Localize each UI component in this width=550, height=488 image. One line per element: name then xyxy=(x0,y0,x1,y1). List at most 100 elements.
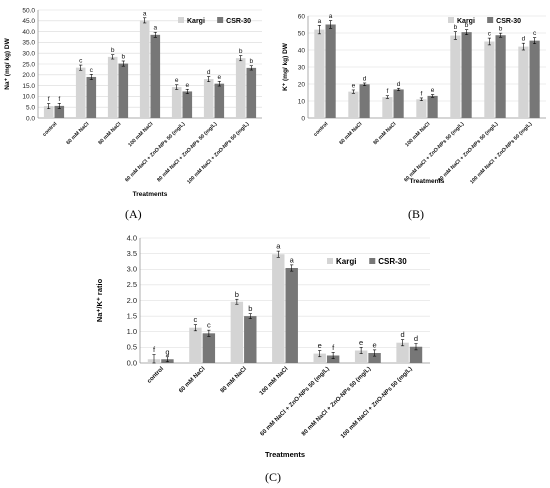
bar-kargi xyxy=(348,91,359,118)
legend-swatch xyxy=(487,17,494,23)
significance-letter: b xyxy=(121,53,125,60)
significance-letter: b xyxy=(454,24,458,31)
y-tick-label: 15.0 xyxy=(22,83,35,90)
significance-letter: d xyxy=(207,69,211,76)
bar-csr30 xyxy=(182,91,193,118)
y-tick-label: 60 xyxy=(298,13,306,20)
significance-letter: f xyxy=(48,96,50,103)
significance-letter: b xyxy=(248,304,252,313)
significance-letter: a xyxy=(290,255,295,264)
x-tick-label: 80 mM NaCl + ZnO-NPs 50 (mg/L) xyxy=(437,121,499,183)
bar-csr30 xyxy=(393,89,404,118)
y-tick-label: 1.5 xyxy=(127,311,137,320)
significance-letter: d xyxy=(397,81,401,88)
panel-label-c: (C) xyxy=(265,470,281,484)
bar-kargi xyxy=(416,99,427,118)
bar-kargi xyxy=(235,58,246,118)
y-tick-label: 30 xyxy=(298,64,306,71)
y-tick-label: 10 xyxy=(298,98,306,105)
y-tick-label: 30.0 xyxy=(22,51,35,58)
significance-letter: g xyxy=(165,347,169,356)
x-tick-label: 100 mM NaCl xyxy=(127,121,154,148)
legend-label: Kargi xyxy=(187,18,205,25)
significance-letter: f xyxy=(332,343,335,352)
significance-letter: b xyxy=(111,47,115,54)
significance-letter: f xyxy=(58,96,60,103)
legend-label: CSR-30 xyxy=(496,18,521,25)
significance-letter: a xyxy=(276,242,281,251)
bar-kargi xyxy=(314,29,325,119)
significance-letter: c xyxy=(79,58,83,65)
bar-kargi xyxy=(189,327,202,363)
x-tick-label: 60 mM NaCl xyxy=(178,366,207,395)
significance-letter: e xyxy=(372,340,376,349)
significance-letter: d xyxy=(414,334,418,343)
y-tick-label: 0.0 xyxy=(127,358,137,367)
y-axis-label: K⁺ (mg/ kg) DW xyxy=(282,42,289,91)
significance-letter: e xyxy=(431,87,435,94)
bar-kargi xyxy=(396,342,409,363)
significance-letter: e xyxy=(359,338,363,347)
significance-letter: e xyxy=(217,74,221,81)
legend-swatch xyxy=(448,17,454,23)
bar-csr30 xyxy=(368,353,381,363)
significance-letter: b xyxy=(235,290,239,299)
significance-letter: d xyxy=(522,36,526,43)
x-tick-label: 80 mM NaCl xyxy=(372,121,397,146)
y-tick-label: 3.0 xyxy=(127,265,137,274)
significance-letter: d xyxy=(363,75,367,82)
legend-label: Kargi xyxy=(336,257,356,266)
bar-csr30 xyxy=(285,268,298,363)
y-axis-label: Na⁺ (mg/ kg) DW xyxy=(4,37,11,89)
x-tick-label: control xyxy=(42,121,59,138)
panel-label-b: (B) xyxy=(408,207,424,221)
x-tick-label: 100 mM NaCl + ZnO-NPs 50 (mg/L) xyxy=(186,121,250,185)
y-tick-label: 0.0 xyxy=(26,115,35,122)
x-tick-label: 60 mM NaCl + ZnO-NPs 50 (mg/L) xyxy=(124,121,186,183)
legend-swatch xyxy=(178,17,184,23)
x-axis-label: Treatments xyxy=(410,178,445,185)
significance-letter: a xyxy=(143,10,147,17)
bar-csr30 xyxy=(325,24,336,118)
significance-letter: b xyxy=(249,58,253,65)
bar-kargi xyxy=(272,254,285,363)
x-tick-label: 100 mM NaCl + ZnO-NPs 50 (mg/L) xyxy=(340,366,414,440)
y-tick-label: 4.0 xyxy=(127,233,137,242)
significance-letter: a xyxy=(329,13,333,20)
x-axis-label: Treatments xyxy=(265,450,305,459)
legend-swatch xyxy=(327,258,333,264)
bar-csr30 xyxy=(427,95,438,118)
x-tick-label: 60 mM NaCl + ZnO-NPs 50 (mg/L) xyxy=(403,121,465,183)
y-tick-label: 45.0 xyxy=(22,18,35,25)
x-axis-label: Treatments xyxy=(133,191,168,198)
y-tick-label: 3.5 xyxy=(127,249,137,258)
y-tick-label: 2.0 xyxy=(127,296,137,305)
bar-csr30 xyxy=(150,34,161,119)
x-tick-label: 100 mM NaCl xyxy=(404,121,431,148)
significance-letter: b xyxy=(499,26,503,33)
y-tick-label: 40.0 xyxy=(22,29,35,36)
bar-kargi xyxy=(450,35,461,118)
y-tick-label: 1.0 xyxy=(127,327,137,336)
x-tick-label: 100 mM NaCl xyxy=(259,366,290,397)
y-tick-label: 50.0 xyxy=(22,7,35,14)
y-tick-label: 0 xyxy=(301,115,305,122)
significance-letter: c xyxy=(207,321,211,330)
legend-swatch xyxy=(217,17,224,23)
significance-letter: e xyxy=(352,82,356,89)
y-tick-label: 5.0 xyxy=(26,105,35,112)
significance-letter: e xyxy=(175,77,179,84)
bar-kargi xyxy=(43,106,54,118)
significance-letter: c xyxy=(90,67,94,74)
bar-kargi xyxy=(354,350,368,363)
y-tick-label: 25.0 xyxy=(22,61,35,68)
x-tick-label: 80 mM NaCl + ZnO-NPs 50 (mg/L) xyxy=(301,366,372,437)
bar-kargi xyxy=(518,46,529,118)
bar-csr30 xyxy=(86,76,97,118)
bar-csr30 xyxy=(202,333,216,363)
x-tick-label: 60 mM NaCl xyxy=(338,121,363,146)
legend-label: Kargi xyxy=(457,18,475,25)
bar-kargi xyxy=(382,97,393,118)
